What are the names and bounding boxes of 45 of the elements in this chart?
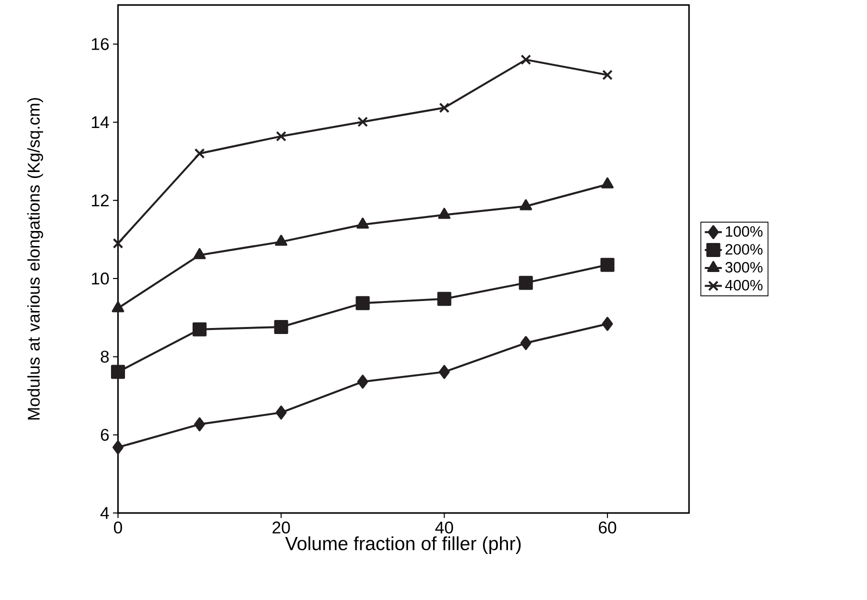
legend-label: 300% xyxy=(725,262,762,273)
y-axis-title: Modulus at various elongations (Kg/sq.cm) xyxy=(27,98,44,420)
y-tick-label: 14 xyxy=(92,116,109,128)
point xyxy=(276,406,287,420)
legend-label: 400% xyxy=(725,280,762,290)
x-tick-label: 0 xyxy=(114,522,122,534)
x-axis-title: Volume fraction of filler (phr) xyxy=(285,536,521,554)
point xyxy=(192,322,207,336)
point xyxy=(520,199,532,210)
point xyxy=(276,131,286,142)
point xyxy=(112,440,124,454)
y-tick-label: 6 xyxy=(100,428,109,441)
y-tick-label: 8 xyxy=(100,350,109,363)
point xyxy=(602,70,613,80)
x-tick-label: 40 xyxy=(435,522,454,534)
point xyxy=(438,208,450,219)
point xyxy=(112,238,124,249)
y-tick-label: 16 xyxy=(92,38,109,50)
point xyxy=(437,292,452,306)
point xyxy=(274,234,288,246)
point xyxy=(600,258,614,272)
point xyxy=(111,364,125,379)
x-tick-label: 20 xyxy=(272,522,290,534)
point xyxy=(439,102,450,114)
point xyxy=(438,364,450,379)
point xyxy=(357,374,368,389)
point xyxy=(274,320,288,334)
point xyxy=(518,276,533,290)
x-tick-label: 60 xyxy=(598,522,616,534)
point xyxy=(112,301,124,312)
point xyxy=(356,296,370,310)
point xyxy=(520,54,532,65)
point xyxy=(357,116,368,128)
y-tick-label: 4 xyxy=(100,507,109,519)
y-tick-label: 12 xyxy=(92,194,109,206)
point xyxy=(194,148,205,159)
legend-label: 100% xyxy=(726,226,762,237)
point xyxy=(602,316,613,331)
legend-label: 200% xyxy=(726,244,762,255)
point xyxy=(194,417,206,432)
point xyxy=(520,336,532,350)
point xyxy=(601,177,614,188)
point xyxy=(356,218,369,229)
y-tick-label: 10 xyxy=(92,272,109,285)
point xyxy=(193,248,206,260)
